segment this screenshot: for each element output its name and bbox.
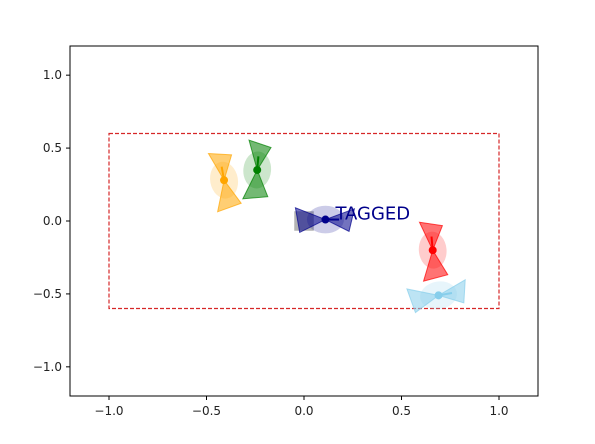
x-tick-label: 0.5: [392, 404, 411, 418]
agent-center-dot: [428, 246, 437, 255]
agent-heading-line: [438, 292, 453, 297]
y-tick-label: 0.0: [43, 214, 62, 228]
y-tick-label: 0.5: [43, 141, 62, 155]
agent-heading-line: [256, 156, 260, 171]
agent-body-back: [422, 248, 449, 282]
boundary-rect: [108, 132, 500, 310]
agent-4: [406, 278, 466, 314]
agent-body-back: [294, 206, 327, 234]
y-tick-label: 1.0: [43, 68, 62, 82]
agent-body-front: [207, 152, 233, 182]
agent-center-dot: [220, 176, 229, 185]
agent-2: [294, 205, 356, 234]
agent-body-back: [216, 178, 242, 213]
agent-center-dot: [253, 165, 262, 174]
agent-tag-label: TAGGED: [334, 204, 410, 225]
x-tick-label: 0.0: [294, 404, 313, 418]
agent-0: [207, 152, 242, 213]
agent-body-front: [324, 208, 356, 233]
x-tick-label: 1.0: [489, 404, 508, 418]
agent-3: [418, 221, 449, 282]
agent-body-back: [406, 288, 440, 314]
axis-ticks: −1.0 −0.5 0.0 0.5 1.0 −1.0 −0.5 0.0 0.5 1.0: [33, 68, 509, 418]
agent-body-back: [241, 168, 269, 200]
agent-body-front: [418, 221, 444, 252]
x-tick-label: −1.0: [94, 404, 123, 418]
agent-body-front: [248, 139, 272, 172]
agent-center-dot: [321, 215, 330, 224]
x-tick-label: −0.5: [192, 404, 221, 418]
agent-center-dot: [434, 291, 443, 300]
plot-area: TAGGED: [108, 132, 500, 314]
agent-1: [241, 139, 272, 200]
agent-body-front: [437, 278, 466, 304]
y-tick-label: −1.0: [33, 360, 62, 374]
y-tick-label: −0.5: [33, 287, 62, 301]
